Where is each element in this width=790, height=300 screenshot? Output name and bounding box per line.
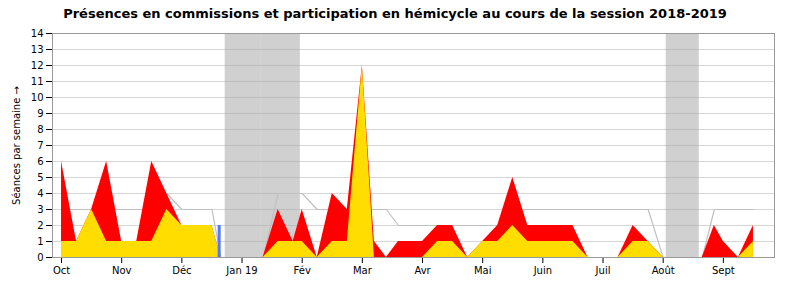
svg-text:10: 10	[31, 92, 44, 103]
html-text:Présences en commissions et pa: Présences en commissions et participatio…	[63, 6, 727, 21]
svg-text:0: 0	[37, 252, 43, 263]
svg-text:5: 5	[37, 172, 43, 183]
svg-text:Août: Août	[652, 265, 675, 276]
svg-text:7: 7	[37, 140, 43, 151]
svg-text:Séances par semaine →: Séances par semaine →	[11, 86, 22, 205]
svg-text:9: 9	[37, 108, 43, 119]
svg-text:12: 12	[31, 60, 44, 71]
svg-text:Mar: Mar	[353, 265, 373, 276]
svg-text:Déc: Déc	[172, 265, 191, 276]
svg-text:Oct: Oct	[53, 265, 70, 276]
svg-text:Mai: Mai	[474, 265, 492, 276]
svg-text:Avr: Avr	[414, 265, 431, 276]
svg-text:4: 4	[37, 188, 43, 199]
svg-text:Nov: Nov	[112, 265, 132, 276]
svg-text:3: 3	[37, 204, 43, 215]
svg-text:Juin: Juin	[533, 265, 552, 276]
svg-text:Jan 19: Jan 19	[225, 265, 257, 276]
svg-text:Juil: Juil	[595, 265, 611, 276]
svg-text:14: 14	[31, 28, 44, 39]
svg-text:2: 2	[37, 220, 43, 231]
svg-text:11: 11	[31, 76, 44, 87]
svg-text:Fév: Fév	[294, 265, 311, 276]
svg-text:13: 13	[31, 44, 44, 55]
svg-text:1: 1	[37, 236, 43, 247]
svg-text:8: 8	[37, 124, 43, 135]
svg-text:Sept: Sept	[712, 265, 735, 276]
svg-text:6: 6	[37, 156, 43, 167]
